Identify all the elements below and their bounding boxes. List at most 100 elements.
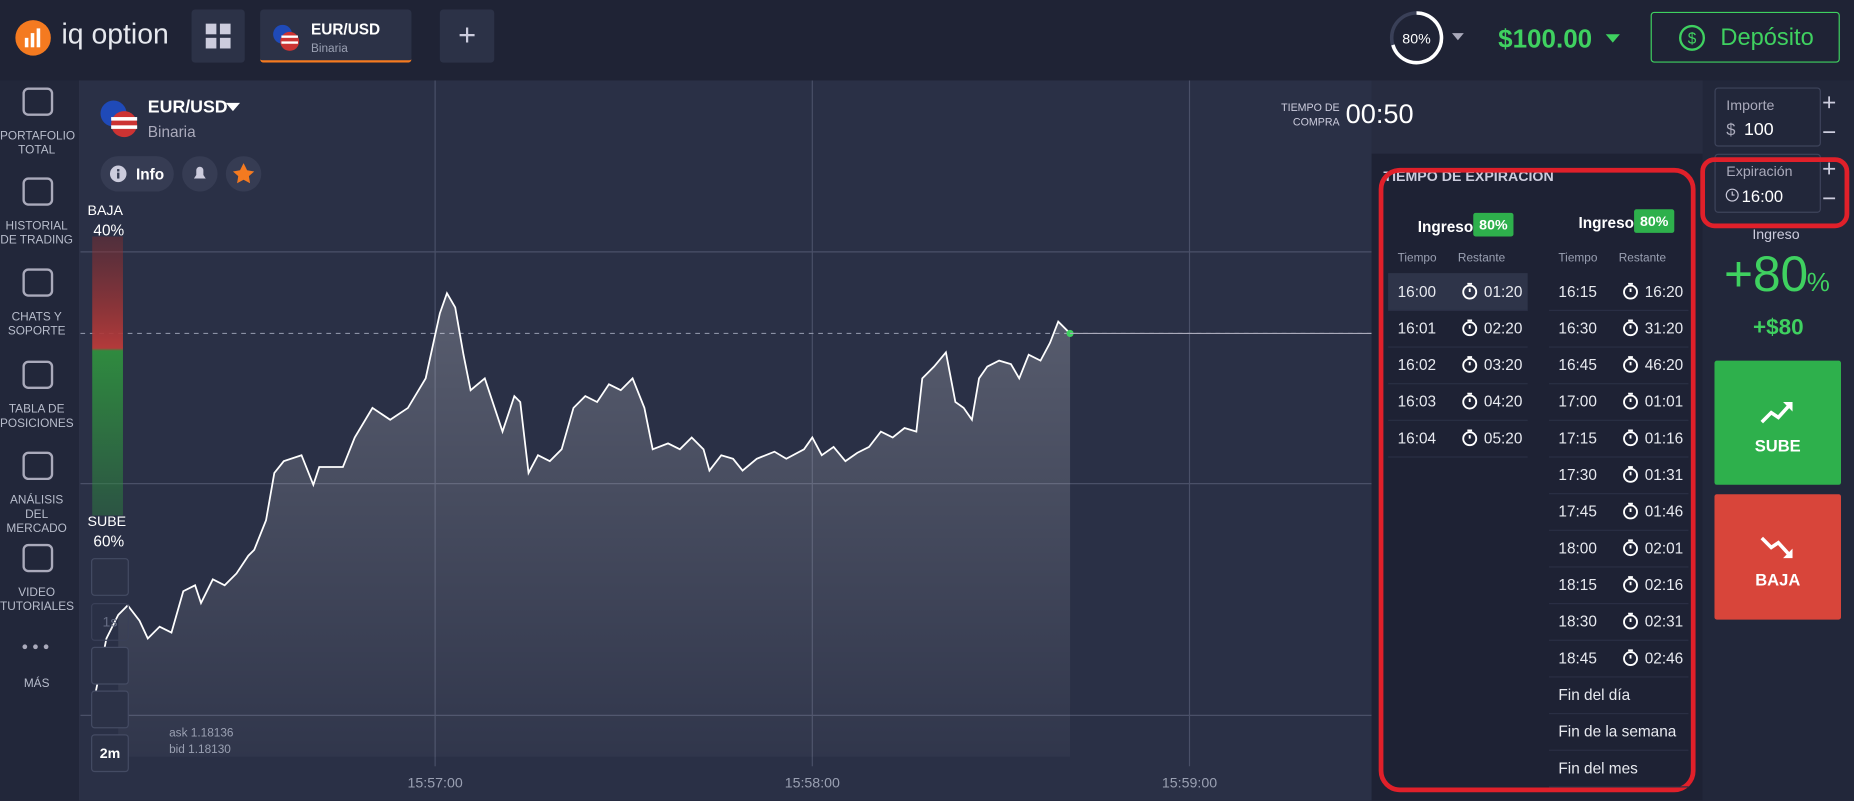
expiry-row[interactable]: Fin del mes: [1548, 750, 1689, 788]
expiry-time: 17:00: [1558, 392, 1597, 411]
expiry-row[interactable]: 17:45 01:46: [1548, 493, 1689, 531]
expiry-row[interactable]: 16:03 04:20: [1388, 383, 1528, 421]
sidebar-icon: [22, 360, 54, 390]
sentiment-down: 40%: [93, 221, 125, 239]
up-button[interactable]: SUBE: [1714, 360, 1841, 485]
expiry-row[interactable]: 16:30 31:20: [1548, 310, 1689, 348]
asset-tab[interactable]: EUR/USD Binaria: [260, 9, 412, 63]
grid-button[interactable]: [191, 9, 245, 63]
expiry-row[interactable]: 16:02 03:20: [1388, 346, 1528, 385]
asset-flag: [100, 100, 138, 138]
indicator-button[interactable]: [91, 690, 129, 729]
deposit-button[interactable]: $ Depósito: [1650, 11, 1840, 63]
expiry-time: 18:45: [1558, 649, 1597, 667]
balance: $100.00: [1498, 23, 1593, 54]
expiry-remaining: 31:20: [1644, 319, 1684, 337]
timer-icon: [1623, 429, 1638, 447]
tab-asset: EUR/USD: [310, 20, 381, 38]
expiry-time: 17:30: [1558, 465, 1597, 484]
asset-name: EUR/USD: [147, 96, 228, 118]
expiry-row[interactable]: 17:15 01:16: [1548, 420, 1689, 458]
sidebar-icon: [22, 644, 49, 650]
svg-text:$: $: [1688, 31, 1697, 48]
timer-icon: [1462, 392, 1478, 410]
timeframe-2m[interactable]: 2m: [91, 734, 129, 773]
expiry-row[interactable]: 16:00 01:20: [1388, 273, 1528, 311]
deposit-label: Depósito: [1720, 24, 1814, 51]
timer-icon: [1623, 466, 1638, 483]
expiry-option: Fin del mes: [1558, 759, 1638, 777]
timeframe-1s[interactable]: 1s: [91, 603, 129, 641]
expiry-row[interactable]: 16:15 16:20: [1548, 273, 1689, 311]
up-icon: [1760, 402, 1793, 424]
down-icon: [1760, 536, 1793, 559]
timer-icon: [1462, 356, 1478, 373]
timer-icon: [1623, 392, 1638, 410]
down-button[interactable]: BAJA: [1714, 494, 1841, 620]
expiry-remaining: 01:46: [1644, 502, 1684, 521]
asset-caret: [225, 102, 241, 112]
chart-type-button[interactable]: [91, 558, 129, 596]
timer-icon: [1623, 356, 1638, 373]
col-header: Tiempo: [1558, 251, 1598, 265]
expiry-time: 16:00: [1397, 282, 1437, 301]
expiry-remaining: 02:16: [1644, 575, 1684, 594]
expiry-row[interactable]: 18:15 02:16: [1548, 566, 1689, 605]
col-header: Restante: [1457, 251, 1506, 265]
sentiment-up: 60%: [93, 532, 125, 550]
deposit-icon: $: [1679, 24, 1706, 51]
price-chart: [80, 80, 1372, 801]
balance-caret: [1605, 34, 1620, 43]
clock-icon: [1725, 188, 1739, 202]
sidebar-label: HISTORIAL DE TRADING: [0, 219, 74, 248]
income-value: +80: [1723, 245, 1809, 302]
add-tab-button[interactable]: +: [439, 9, 495, 63]
expiry-row[interactable]: 18:00 02:01: [1548, 530, 1689, 568]
amount-label: Importe: [1726, 96, 1775, 114]
timer-icon: [1623, 502, 1638, 520]
expiry-time: 16:03: [1397, 392, 1437, 411]
sidebar-label: ANÁLISIS DEL MERCADO: [6, 494, 67, 536]
expiry-remaining: 05:20: [1483, 429, 1523, 447]
x-axis-label: 15:58:00: [784, 774, 840, 792]
chart-buttons: [182, 156, 262, 192]
expiry-row[interactable]: 17:00 01:01: [1548, 383, 1689, 421]
expiry-time: 16:04: [1397, 429, 1437, 447]
sidebar-label: MÁS: [23, 677, 50, 691]
expiry-label: Expiración: [1726, 163, 1793, 180]
expiry-time: 18:00: [1558, 539, 1597, 557]
info-icon: [109, 165, 127, 183]
purchase-time-line: COMPRA: [1292, 115, 1340, 128]
expiry-row[interactable]: 17:30 01:31: [1548, 456, 1689, 495]
expiry-row[interactable]: 16:01 02:20: [1388, 310, 1528, 348]
up-label: SUBE: [1754, 436, 1801, 456]
expiry-row[interactable]: Fin de la semana: [1548, 713, 1689, 751]
expiry-row[interactable]: 18:30 02:31: [1548, 603, 1689, 641]
sidebar-label: PORTAFOLIO TOTAL: [0, 130, 76, 158]
expiry-box[interactable]: Expiración 16:00: [1714, 153, 1821, 213]
amount-currency: $: [1726, 119, 1736, 139]
expiry-time: 16:15: [1558, 282, 1597, 301]
expiry-row[interactable]: Fin del día: [1548, 676, 1689, 715]
income-label: Ingreso: [1417, 217, 1474, 236]
purchase-time-line: TIEMPO DE: [1281, 101, 1340, 114]
highlight-box: [1700, 157, 1850, 229]
expiry-row[interactable]: 18:45 02:46: [1548, 640, 1689, 678]
sidebar-icon: [22, 451, 54, 481]
expiry-time: 18:30: [1558, 612, 1597, 631]
steppers[interactable]: [1819, 87, 1843, 217]
timer-icon: [1623, 649, 1638, 667]
expiry-row[interactable]: 16:04 05:20: [1388, 420, 1528, 458]
amount-box[interactable]: Importe $ 100: [1714, 87, 1821, 147]
info-button[interactable]: Info: [100, 156, 174, 192]
timer-icon: [1623, 539, 1638, 557]
grid-icon: [205, 23, 231, 49]
x-axis-label: 15:57:00: [407, 774, 463, 792]
sidebar-label: CHATS Y SOPORTE: [7, 310, 66, 339]
expiry-row[interactable]: 16:45 46:20: [1548, 346, 1689, 385]
purchase-time: 00:50: [1345, 98, 1414, 129]
sentiment-down-label: BAJA: [87, 202, 123, 219]
draw-button[interactable]: [91, 646, 129, 685]
tab-type: Binaria: [310, 42, 348, 56]
